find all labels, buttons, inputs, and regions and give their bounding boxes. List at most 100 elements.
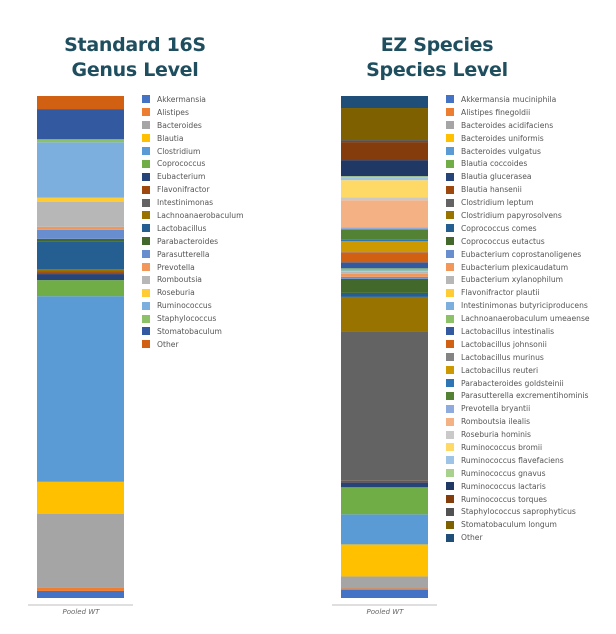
legend-item: Eubacterium bbox=[142, 170, 244, 183]
legend-item: Parasutterella excrementihominis bbox=[446, 389, 590, 402]
bar-segment-roseburia bbox=[37, 197, 124, 202]
bar-segment-lachnoanaerobaculum bbox=[37, 269, 124, 272]
legend-label: Flavonifractor plautii bbox=[461, 288, 540, 298]
legend-swatch bbox=[446, 404, 454, 413]
bar-segment-clostridium-leptum bbox=[341, 331, 428, 481]
legend-swatch bbox=[446, 263, 454, 272]
bar-segment-eubacterium bbox=[37, 274, 124, 281]
legend-swatch bbox=[446, 147, 454, 155]
legend-swatch bbox=[446, 121, 454, 130]
bar-segment-ruminococcus-bromii bbox=[341, 180, 428, 198]
legend-swatch bbox=[446, 301, 454, 310]
bar-segment-lactobacillus-johnsonii bbox=[341, 252, 428, 263]
legend-swatch bbox=[446, 366, 454, 375]
legend-item: Eubacterium coprostanoligenes bbox=[446, 248, 590, 261]
legend-item: Clostridium bbox=[142, 145, 244, 158]
legend-label: Prevotella bbox=[157, 262, 195, 272]
bar-segment-flavonifractor bbox=[37, 272, 124, 275]
legend-label: Clostridium leptum bbox=[461, 198, 534, 208]
legend-item: Coprococcus comes bbox=[446, 222, 590, 235]
bar-segment-alistipes-finegoldii bbox=[341, 588, 428, 590]
chart-title-line-1: EZ Species bbox=[380, 34, 494, 56]
legend-genus: Akkermansia Alistipes Bacteroides Blautia Cl… bbox=[142, 93, 244, 351]
legend-label: Bacteroides acidifaciens bbox=[461, 120, 554, 130]
x-tick-label: Pooled WT bbox=[366, 608, 404, 616]
legend-item: Bacteroides bbox=[142, 119, 244, 132]
legend-label: Ruminococcus gnavus bbox=[461, 468, 546, 478]
bar-segment-blautia-glucerasea bbox=[341, 482, 428, 488]
legend-swatch bbox=[446, 327, 454, 336]
bar-segment-intestinimonas-butyriciproducens bbox=[341, 270, 428, 272]
legend-swatch bbox=[446, 198, 454, 207]
legend-label: Prevotella bryantii bbox=[461, 404, 531, 414]
legend-swatch bbox=[142, 159, 150, 168]
chart-title-line-2: Species Level bbox=[366, 59, 508, 81]
bar-segment-alistipes bbox=[37, 587, 124, 591]
legend-swatch bbox=[446, 224, 454, 233]
legend-swatch bbox=[446, 340, 454, 349]
legend-swatch bbox=[446, 482, 454, 491]
legend-swatch bbox=[446, 430, 454, 439]
legend-label: Staphylococcus saprophyticus bbox=[461, 507, 576, 517]
legend-item: Staphylococcus saprophyticus bbox=[446, 506, 590, 519]
legend-swatch bbox=[446, 520, 454, 529]
legend-item: Bacteroides uniformis bbox=[446, 132, 590, 145]
legend-item: Roseburia bbox=[142, 286, 244, 299]
legend-label: Bacteroides uniformis bbox=[461, 133, 544, 143]
bar-segment-parabacteroides bbox=[37, 238, 124, 242]
legend-item: Romboutsia ilealis bbox=[446, 415, 590, 428]
bar-segment-romboutsia bbox=[37, 201, 124, 227]
legend-swatch bbox=[446, 495, 454, 504]
legend-item: Lactobacillus intestinalis bbox=[446, 325, 590, 338]
legend-swatch bbox=[142, 288, 150, 297]
bar-segment-coprococcus-eutactus bbox=[341, 278, 428, 293]
legend-swatch bbox=[142, 275, 150, 284]
legend-item: Prevotella bryantii bbox=[446, 402, 590, 415]
legend-swatch bbox=[446, 443, 454, 452]
legend-item: Ruminococcus gnavus bbox=[446, 467, 590, 480]
legend-item: Lactobacillus reuteri bbox=[446, 364, 590, 377]
legend-item: Flavonifractor bbox=[142, 183, 244, 196]
bar-segment-intestinimonas bbox=[37, 271, 124, 273]
legend-item: Other bbox=[142, 338, 244, 351]
legend-label: Lactobacillus murinus bbox=[461, 352, 544, 362]
legend-swatch bbox=[446, 250, 454, 259]
bar-segment-stomatobaculum-longum bbox=[341, 108, 428, 141]
legend-swatch bbox=[446, 456, 454, 465]
legend-item: Ruminococcus bromii bbox=[446, 441, 590, 454]
legend-item: Bacteroides acidifaciens bbox=[446, 119, 590, 132]
legend-swatch bbox=[446, 159, 454, 168]
legend-label: Lactobacillus reuteri bbox=[461, 365, 539, 375]
legend-item: Lactobacillus bbox=[142, 222, 244, 235]
bar-segment-blautia bbox=[37, 481, 124, 514]
legend-swatch bbox=[142, 263, 150, 272]
bar-segment-ruminococcus-gnavus bbox=[341, 176, 428, 178]
legend-label: Eubacterium plexicaudatum bbox=[461, 262, 569, 272]
bar-segment-lactobacillus bbox=[37, 241, 124, 270]
legend-swatch bbox=[446, 211, 454, 220]
legend-label: Alistipes bbox=[157, 107, 189, 117]
legend-item: Blautia hansenii bbox=[446, 183, 590, 196]
legend-swatch bbox=[142, 95, 150, 104]
legend-label: Parasutterella excrementihominis bbox=[461, 391, 589, 401]
legend-label: Romboutsia ilealis bbox=[461, 417, 531, 427]
legend-item: Lactobacillus johnsonii bbox=[446, 338, 590, 351]
legend-item: Clostridium papyrosolvens bbox=[446, 209, 590, 222]
legend-swatch bbox=[446, 469, 454, 478]
legend-item: Staphylococcus bbox=[142, 312, 244, 325]
bar-segment-bacteroides bbox=[37, 514, 124, 588]
legend-swatch bbox=[142, 250, 150, 259]
legend-swatch bbox=[446, 95, 454, 104]
bar-segment-blautia-hansenii bbox=[341, 480, 428, 483]
bar-segment-other bbox=[341, 96, 428, 109]
legend-item: Ruminococcus lactaris bbox=[446, 480, 590, 493]
bar-segment-eubacterium-plexicaudatum bbox=[341, 273, 428, 277]
legend-label: Other bbox=[461, 533, 483, 543]
bar-segment-clostridium-papyrosolvens bbox=[341, 296, 428, 332]
legend-label: Parasutterella bbox=[157, 249, 210, 259]
legend-item: Alistipes bbox=[142, 106, 244, 119]
bar-segment-bacteroides-uniformis bbox=[341, 544, 428, 577]
legend-swatch bbox=[142, 237, 150, 246]
legend-label: Roseburia hominis bbox=[461, 430, 531, 440]
